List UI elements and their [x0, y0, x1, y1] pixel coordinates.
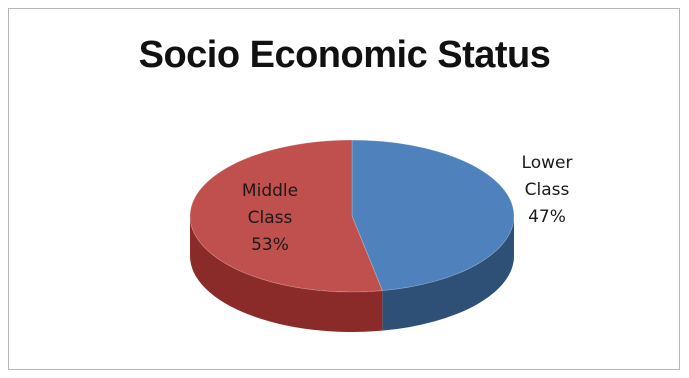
pie-side-middle-class	[190, 216, 383, 332]
slice-label-lower-class-line-2: Class	[525, 180, 570, 200]
slice-label-lower-class-line-1: Lower	[522, 153, 573, 173]
slice-label-lower-class-line-3: 47%	[528, 207, 566, 227]
pie-slice-middle-class	[189, 139, 383, 293]
slice-label-middle-class-line-1: Middle	[242, 181, 298, 201]
chart-title: Socio Economic Status	[138, 34, 551, 76]
pie-slice-lower-class	[351, 139, 515, 292]
pie-side-lower-class	[382, 216, 514, 331]
slice-label-middle-class-line-2: Class	[248, 208, 293, 228]
slice-label-middle-class-line-3: 53%	[251, 235, 289, 255]
